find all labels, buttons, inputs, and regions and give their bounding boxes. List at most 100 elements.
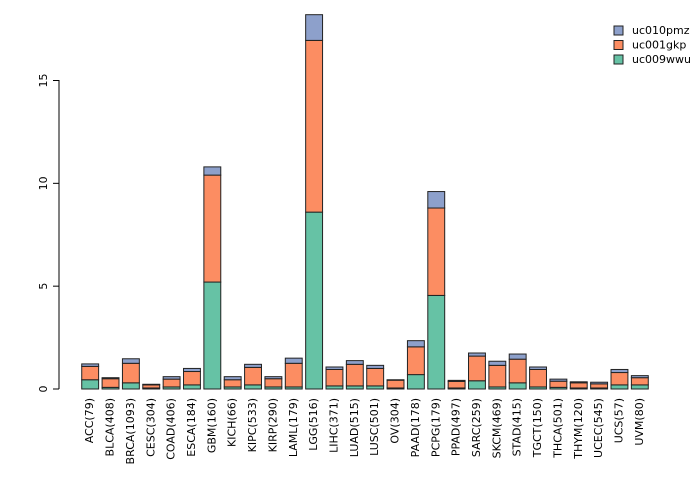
bars-group — [81, 14, 649, 390]
x-tick-label: UCS(57) — [612, 398, 625, 443]
y-tick-label: 5 — [37, 283, 50, 290]
bar-segment-uc010pmz — [590, 381, 609, 385]
bar-segment-uc009wwu — [203, 281, 222, 390]
x-tick-label: KICH(66) — [226, 398, 239, 447]
y-tick-label: 10 — [37, 176, 50, 190]
bar-segment-uc010pmz — [223, 376, 242, 381]
bar-segment-uc010pmz — [529, 366, 547, 370]
bar-segment-uc010pmz — [142, 383, 161, 386]
bar-segment-uc009wwu — [508, 382, 527, 390]
x-axis-tick-labels: ACC(79) BLCA(408) BRCA(1093) CESC(304) COAD(… — [83, 398, 646, 464]
bar-segment-uc001gkp — [345, 363, 364, 387]
x-tick-label: LGG(516) — [307, 398, 320, 451]
y-tick-label: 15 — [37, 74, 50, 88]
bar-segment-uc001gkp — [264, 378, 283, 388]
x-tick-label: LIHC(371) — [327, 398, 340, 453]
bar-segment-uc009wwu — [406, 374, 425, 390]
bar-segment-uc010pmz — [386, 379, 405, 381]
bar-segment-uc010pmz — [610, 368, 629, 374]
bar-segment-uc010pmz — [305, 14, 324, 41]
bar-segment-uc010pmz — [468, 352, 486, 357]
x-tick-label: LUSC(501) — [368, 398, 381, 456]
x-tick-label: PAAD(178) — [409, 398, 422, 457]
legend-label-uc009wwu: uc009wwu — [632, 53, 691, 66]
x-tick-label: BRCA(1093) — [124, 398, 137, 464]
bar-segment-uc001gkp — [305, 39, 324, 213]
bar-segment-uc001gkp — [630, 377, 649, 386]
bar-segment-uc001gkp — [366, 367, 385, 387]
bar-segment-uc001gkp — [406, 346, 425, 376]
bar-segment-uc001gkp — [386, 379, 405, 389]
x-tick-label: SARC(259) — [470, 398, 483, 457]
x-tick-label: LUAD(515) — [348, 398, 361, 457]
bar-segment-uc001gkp — [610, 372, 629, 386]
bar-segment-uc001gkp — [203, 174, 222, 283]
x-tick-label: KIPC(533) — [246, 398, 259, 452]
bar-segment-uc001gkp — [244, 366, 262, 386]
x-tick-label: TGCT(150) — [531, 398, 544, 458]
bar-segment-uc010pmz — [81, 363, 100, 367]
bar-segment-uc001gkp — [121, 362, 140, 384]
bar-segment-uc010pmz — [244, 363, 262, 368]
bar-segment-uc010pmz — [488, 360, 507, 366]
bar-segment-uc001gkp — [325, 368, 344, 387]
legend-label-uc001gkp: uc001gkp — [632, 39, 686, 52]
bar-segment-uc009wwu — [81, 379, 100, 390]
bar-segment-uc010pmz — [264, 376, 283, 380]
bar-segment-uc010pmz — [162, 376, 181, 380]
bar-segment-uc010pmz — [284, 357, 303, 364]
bar-segment-uc001gkp — [284, 362, 303, 388]
legend-label-uc010pmz: uc010pmz — [632, 24, 690, 37]
x-tick-label: ACC(79) — [83, 398, 96, 443]
bar-segment-uc010pmz — [508, 353, 527, 360]
bar-segment-uc009wwu — [630, 384, 649, 390]
bar-segment-uc010pmz — [447, 379, 466, 382]
bar-segment-uc010pmz — [366, 364, 385, 369]
bar-segment-uc009wwu — [244, 384, 262, 390]
x-tick-label: THCA(501) — [551, 398, 564, 459]
bar-segment-uc009wwu — [427, 294, 446, 390]
bar-segment-uc001gkp — [447, 380, 466, 389]
x-tick-label: GBM(160) — [205, 398, 218, 453]
legend-swatch-uc010pmz — [613, 25, 624, 36]
bar-segment-uc010pmz — [345, 360, 364, 365]
x-tick-label: CESC(304) — [144, 398, 157, 457]
x-tick-label: KIRP(290) — [266, 398, 279, 452]
bar-segment-uc001gkp — [162, 378, 181, 388]
y-axis-ticks: 0 5 10 15 — [37, 74, 59, 393]
bar-segment-uc009wwu — [121, 382, 140, 390]
x-tick-label: STAD(415) — [511, 398, 524, 456]
bar-segment-uc010pmz — [569, 381, 588, 384]
x-tick-label: UCEC(545) — [592, 398, 605, 458]
bar-segment-uc001gkp — [427, 207, 446, 296]
bar-segment-uc001gkp — [508, 358, 527, 384]
bar-segment-uc001gkp — [81, 365, 100, 381]
bar-segment-uc010pmz — [121, 358, 140, 364]
bar-segment-uc001gkp — [590, 383, 609, 389]
x-tick-label: SKCM(469) — [490, 398, 503, 458]
bar-segment-uc010pmz — [203, 166, 222, 176]
bar-segment-uc001gkp — [529, 368, 547, 388]
bar-segment-uc010pmz — [549, 378, 568, 382]
bar-segment-uc010pmz — [101, 377, 120, 380]
bar-segment-uc010pmz — [325, 366, 344, 370]
bar-segment-uc009wwu — [468, 380, 486, 390]
x-tick-label: COAD(406) — [165, 398, 178, 460]
bar-segment-uc010pmz — [427, 191, 446, 209]
bar-segment-uc001gkp — [223, 379, 242, 388]
bar-segment-uc001gkp — [488, 364, 507, 388]
legend-swatch-uc009wwu — [613, 54, 624, 65]
x-tick-label: THYM(120) — [572, 398, 585, 460]
bar-segment-uc009wwu — [610, 384, 629, 390]
bar-segment-uc001gkp — [468, 355, 486, 382]
y-tick-label: 0 — [37, 386, 50, 393]
bar-segment-uc010pmz — [183, 367, 201, 373]
bar-segment-uc001gkp — [101, 378, 120, 388]
bar-segment-uc001gkp — [183, 371, 201, 386]
legend-swatch-uc001gkp — [613, 40, 624, 50]
bar-segment-uc010pmz — [630, 375, 649, 379]
bar-segment-uc009wwu — [183, 384, 201, 390]
x-tick-label: UVM(80) — [633, 398, 646, 446]
bar-segment-uc010pmz — [406, 340, 425, 348]
